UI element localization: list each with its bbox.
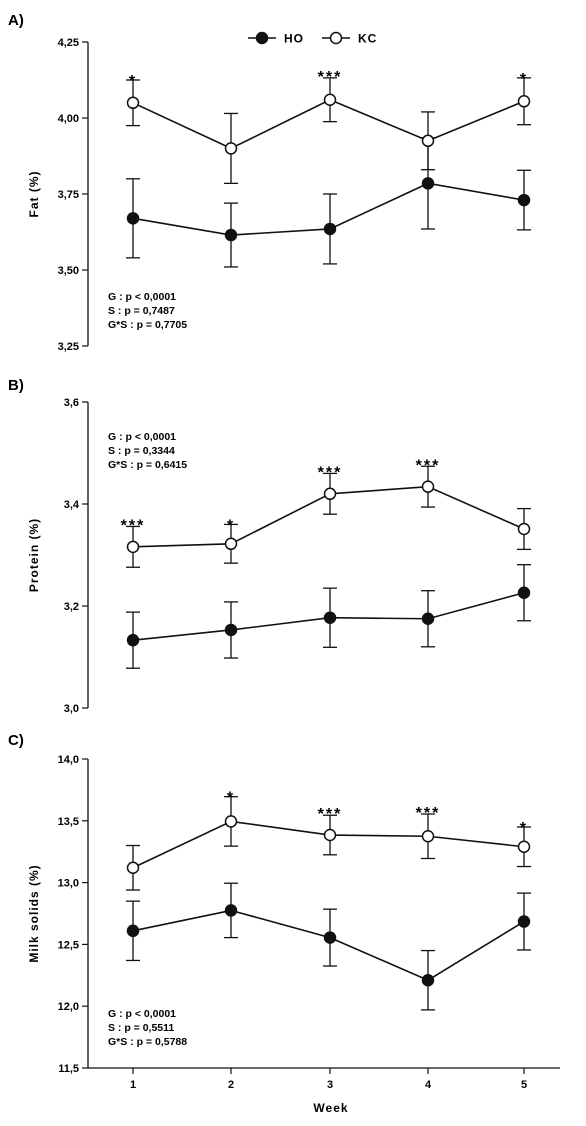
y-axis-title: Fat (%) <box>27 171 41 218</box>
data-point-ho <box>421 177 435 190</box>
y-axis-title: Protein (%) <box>27 518 41 592</box>
x-axis-title: Week <box>313 1101 348 1115</box>
legend-ho-marker <box>255 31 269 45</box>
legend: HO KC <box>248 31 377 46</box>
data-point-kc <box>323 487 337 501</box>
panel-label: A) <box>8 12 24 29</box>
data-point-kc <box>421 830 435 843</box>
y-tick-label: 13,5 <box>58 816 79 828</box>
stats-annotation: S : p = 0,7487 <box>108 305 175 317</box>
x-tick-label: 4 <box>425 1079 432 1091</box>
chart-panel-3: C) 11,5 12,0 12,5 13,0 13,5 14,0 Milk solids (%… <box>8 732 560 1091</box>
data-point-kc <box>126 96 140 110</box>
data-point-kc <box>421 480 435 493</box>
y-tick-label: 3,50 <box>58 265 79 277</box>
data-point-ho <box>421 973 435 987</box>
significance-marker: * <box>520 820 528 837</box>
series-line-kc <box>132 98 525 150</box>
panel-label: B) <box>8 377 24 394</box>
significance-marker: *** <box>318 69 343 86</box>
significance-marker: * <box>227 517 235 534</box>
y-tick-label: 3,4 <box>64 499 80 511</box>
data-point-kc <box>224 142 238 155</box>
data-point-ho <box>323 222 337 236</box>
data-point-ho <box>421 612 435 625</box>
data-point-ho <box>323 611 337 624</box>
y-tick-label: 4,00 <box>58 113 79 125</box>
significance-marker: *** <box>416 457 441 474</box>
data-point-kc <box>224 815 238 828</box>
data-point-ho <box>323 931 337 944</box>
data-point-ho <box>517 915 531 928</box>
panel-label: C) <box>8 732 24 749</box>
data-point-kc <box>224 537 238 551</box>
significance-marker: * <box>520 71 528 88</box>
series-line-kc <box>132 820 525 869</box>
stats-annotation: G : p < 0,0001 <box>108 1008 176 1020</box>
y-tick-label: 3,75 <box>58 189 79 201</box>
y-tick-label: 14,0 <box>58 754 79 766</box>
data-point-ho <box>224 623 238 637</box>
data-point-ho <box>517 586 531 599</box>
y-tick-label: 11,5 <box>58 1063 79 1075</box>
significance-marker: *** <box>318 464 343 481</box>
stats-annotation: G*S : p = 0,6415 <box>108 459 187 471</box>
data-point-kc <box>517 522 531 536</box>
stats-annotation: S : p = 0,3344 <box>108 445 175 457</box>
x-tick-label: 2 <box>228 1079 234 1091</box>
y-tick-label: 4,25 <box>58 37 79 49</box>
significance-marker: *** <box>416 805 441 822</box>
y-tick-label: 3,25 <box>58 341 79 353</box>
data-point-ho <box>126 633 140 647</box>
series-line-ho <box>132 909 525 982</box>
data-point-ho <box>224 904 238 917</box>
legend-ho-label: HO <box>284 32 304 46</box>
x-tick-label: 5 <box>521 1079 527 1091</box>
data-point-ho <box>126 924 140 938</box>
y-axis-title: Milk solids (%) <box>27 864 41 962</box>
x-tick-label: 3 <box>327 1079 333 1091</box>
data-point-kc <box>126 540 140 554</box>
y-tick-label: 3,2 <box>64 601 79 613</box>
y-tick-label: 3,6 <box>64 397 79 409</box>
significance-marker: * <box>227 790 235 807</box>
legend-kc-marker <box>329 31 343 45</box>
x-tick-label: 1 <box>130 1079 136 1091</box>
y-tick-label: 12,0 <box>58 1001 79 1013</box>
data-point-ho <box>517 193 531 207</box>
significance-marker: *** <box>121 517 146 534</box>
stats-annotation: G : p < 0,0001 <box>108 431 176 443</box>
data-point-ho <box>224 228 238 242</box>
stats-annotation: G : p < 0,0001 <box>108 291 176 303</box>
y-tick-label: 3,0 <box>64 703 79 715</box>
stats-annotation: G*S : p = 0,5788 <box>108 1036 187 1048</box>
y-tick-label: 13,0 <box>58 878 79 890</box>
data-point-kc <box>323 93 337 107</box>
stats-annotation: S : p = 0,5511 <box>108 1022 174 1034</box>
significance-marker: * <box>129 73 137 90</box>
significance-marker: *** <box>318 806 343 823</box>
data-point-ho <box>126 212 140 225</box>
stats-annotation: G*S : p = 0,7705 <box>108 319 187 331</box>
data-point-kc <box>323 828 337 842</box>
data-point-kc <box>126 861 140 875</box>
legend-kc-label: KC <box>358 32 377 46</box>
data-point-kc <box>421 134 435 148</box>
data-point-kc <box>517 95 531 108</box>
y-tick-label: 12,5 <box>58 939 79 951</box>
data-point-kc <box>517 840 531 854</box>
